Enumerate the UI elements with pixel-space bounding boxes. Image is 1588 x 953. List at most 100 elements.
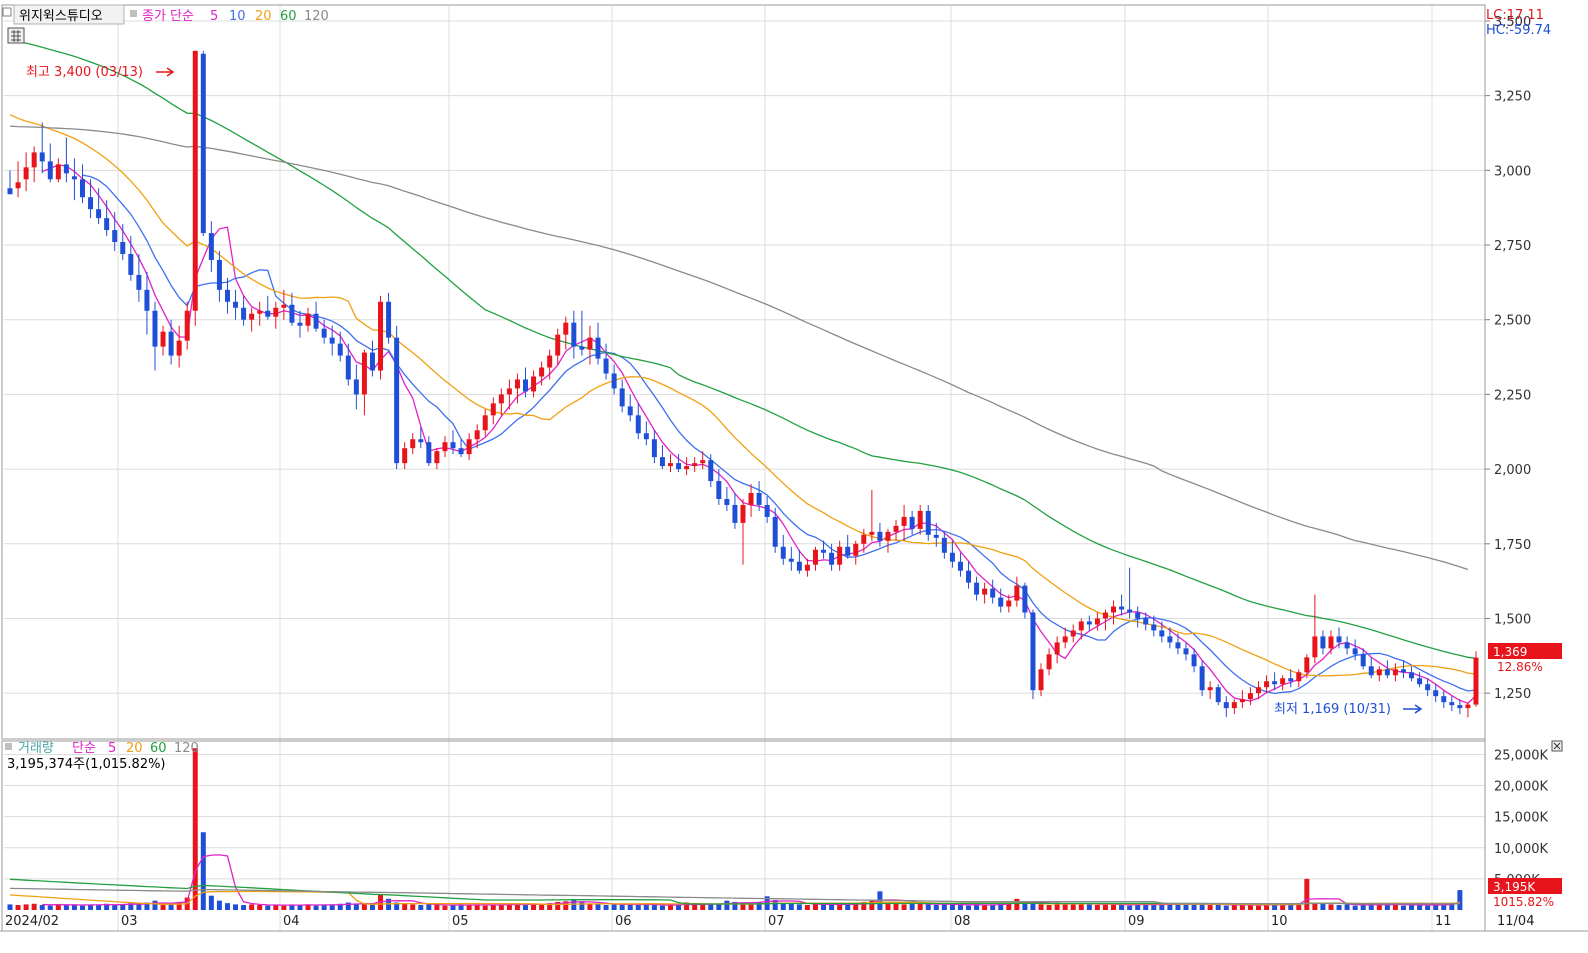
candle[interactable]: [595, 337, 601, 359]
volume-bar[interactable]: [1433, 905, 1439, 910]
volume-bar[interactable]: [523, 905, 529, 910]
volume-bar[interactable]: [901, 904, 907, 910]
volume-bar[interactable]: [716, 903, 722, 910]
volume-bar[interactable]: [547, 903, 553, 910]
candle[interactable]: [716, 481, 722, 499]
candle[interactable]: [482, 415, 488, 431]
candle[interactable]: [1143, 618, 1149, 625]
volume-bar[interactable]: [853, 903, 859, 910]
volume-bar[interactable]: [152, 900, 158, 910]
candle[interactable]: [1344, 642, 1350, 649]
volume-bar[interactable]: [724, 900, 730, 910]
volume-bar[interactable]: [63, 905, 69, 910]
candle[interactable]: [1070, 630, 1076, 637]
volume-bar[interactable]: [329, 904, 335, 910]
volume-bar[interactable]: [1417, 904, 1423, 910]
candle[interactable]: [748, 493, 754, 505]
volume-bar[interactable]: [120, 904, 126, 910]
volume-bar[interactable]: [974, 904, 980, 910]
candle[interactable]: [1409, 672, 1415, 679]
candle[interactable]: [966, 570, 972, 583]
candle[interactable]: [402, 448, 408, 464]
volume-bar[interactable]: [426, 904, 432, 910]
candle[interactable]: [514, 379, 520, 389]
volume-bar[interactable]: [297, 905, 303, 910]
volume-bar[interactable]: [1360, 905, 1366, 910]
volume-bar[interactable]: [273, 905, 279, 910]
volume-bar[interactable]: [79, 905, 85, 910]
volume-bar[interactable]: [651, 905, 657, 910]
candle[interactable]: [1102, 612, 1108, 619]
candle[interactable]: [700, 460, 706, 464]
volume-bar[interactable]: [208, 895, 214, 910]
candle-series[interactable]: [7, 50, 1479, 718]
candle[interactable]: [812, 549, 818, 565]
candle[interactable]: [7, 188, 13, 195]
candle[interactable]: [458, 448, 464, 455]
volume-bar[interactable]: [692, 904, 698, 910]
volume-bar[interactable]: [1449, 903, 1455, 910]
candle[interactable]: [619, 388, 625, 407]
candle[interactable]: [216, 259, 222, 290]
volume-bar[interactable]: [772, 900, 778, 910]
volume-bar[interactable]: [1304, 878, 1310, 910]
candle[interactable]: [1135, 612, 1141, 619]
candle[interactable]: [1167, 636, 1173, 643]
candle[interactable]: [369, 352, 375, 371]
volume-bar[interactable]: [869, 900, 875, 910]
volume-bar[interactable]: [1054, 902, 1060, 910]
candle[interactable]: [684, 466, 690, 470]
candle[interactable]: [941, 537, 947, 553]
volume-bar[interactable]: [1320, 903, 1326, 910]
volume-bar[interactable]: [684, 902, 690, 910]
volume-bar[interactable]: [442, 905, 448, 910]
candle[interactable]: [297, 322, 303, 326]
volume-bar[interactable]: [1223, 905, 1229, 910]
candle[interactable]: [917, 510, 923, 529]
volume-bar[interactable]: [837, 905, 843, 910]
volume-bar[interactable]: [249, 904, 255, 910]
candle[interactable]: [1441, 696, 1447, 703]
candle[interactable]: [732, 504, 738, 523]
candle[interactable]: [788, 558, 794, 562]
volume-bar[interactable]: [23, 904, 29, 910]
candle[interactable]: [128, 253, 134, 275]
volume-bar[interactable]: [1022, 903, 1028, 910]
volume-bar[interactable]: [71, 904, 77, 910]
candle[interactable]: [523, 379, 529, 392]
volume-bar[interactable]: [700, 905, 706, 910]
volume-bar[interactable]: [192, 748, 198, 910]
candle[interactable]: [555, 334, 561, 356]
volume-bar[interactable]: [1199, 903, 1205, 910]
volume-bar[interactable]: [168, 903, 174, 910]
volume-bar[interactable]: [611, 904, 617, 910]
candle[interactable]: [1054, 642, 1060, 655]
candle[interactable]: [804, 564, 810, 571]
candle[interactable]: [1038, 669, 1044, 691]
candle[interactable]: [394, 337, 400, 464]
candle[interactable]: [982, 588, 988, 595]
volume-bar[interactable]: [410, 904, 416, 910]
candle[interactable]: [740, 504, 746, 523]
candle[interactable]: [571, 322, 577, 347]
volume-bar[interactable]: [1312, 902, 1318, 910]
volume-bar[interactable]: [466, 905, 472, 910]
volume-bar[interactable]: [1336, 905, 1342, 910]
candle[interactable]: [579, 346, 585, 350]
candle[interactable]: [853, 543, 859, 556]
volume-bar[interactable]: [394, 902, 400, 910]
volume-bar[interactable]: [885, 902, 891, 910]
candle[interactable]: [474, 430, 480, 440]
volume-bar[interactable]: [337, 903, 343, 910]
candle[interactable]: [1119, 606, 1125, 610]
candle[interactable]: [724, 498, 730, 505]
candle[interactable]: [1086, 621, 1092, 625]
volume-bar[interactable]: [587, 903, 593, 910]
candle[interactable]: [1417, 678, 1423, 685]
candle[interactable]: [305, 313, 311, 326]
candle[interactable]: [1312, 636, 1318, 658]
candle[interactable]: [974, 582, 980, 595]
volume-bar[interactable]: [514, 904, 520, 910]
volume-bar[interactable]: [434, 905, 440, 910]
candle[interactable]: [998, 597, 1004, 607]
